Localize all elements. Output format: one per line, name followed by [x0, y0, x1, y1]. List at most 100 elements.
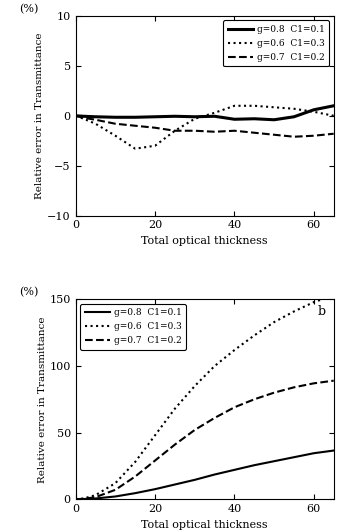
g=0.8  C1=0.1	[153, 486, 157, 492]
g=0.7  C1=0.2	[173, 441, 177, 448]
Y-axis label: Relative error in Transmittance: Relative error in Transmittance	[35, 32, 44, 199]
g=0.8  C1=0.1	[74, 496, 78, 502]
Legend: g=0.8  C1=0.1, g=0.6  C1=0.3, g=0.7  C1=0.2: g=0.8 C1=0.1, g=0.6 C1=0.3, g=0.7 C1=0.2	[80, 304, 186, 350]
g=0.6  C1=0.3	[332, 292, 336, 298]
g=0.7  C1=0.2	[82, 495, 86, 502]
g=0.6  C1=0.3	[133, 145, 137, 152]
g=0.6  C1=0.3	[74, 113, 78, 119]
g=0.6  C1=0.3	[233, 347, 237, 353]
g=0.6  C1=0.3	[173, 127, 177, 134]
g=0.8  C1=0.1	[173, 481, 177, 487]
g=0.6  C1=0.3	[74, 496, 78, 502]
g=0.8  C1=0.1	[94, 114, 98, 120]
g=0.8  C1=0.1	[213, 472, 217, 478]
g=0.6  C1=0.3	[252, 102, 256, 109]
g=0.8  C1=0.1	[233, 467, 237, 473]
g=0.7  C1=0.2	[94, 117, 98, 123]
g=0.8  C1=0.1	[94, 495, 98, 502]
g=0.7  C1=0.2	[292, 384, 296, 390]
g=0.8  C1=0.1	[312, 107, 316, 113]
X-axis label: Total optical thickness: Total optical thickness	[141, 519, 268, 529]
g=0.8  C1=0.1	[82, 496, 86, 502]
g=0.7  C1=0.2	[113, 121, 117, 127]
Line: g=0.8  C1=0.1: g=0.8 C1=0.1	[76, 450, 334, 499]
g=0.7  C1=0.2	[332, 131, 336, 137]
g=0.7  C1=0.2	[233, 127, 237, 134]
g=0.7  C1=0.2	[153, 125, 157, 131]
g=0.7  C1=0.2	[213, 129, 217, 135]
g=0.8  C1=0.1	[113, 493, 117, 500]
g=0.6  C1=0.3	[233, 102, 237, 109]
g=0.6  C1=0.3	[312, 108, 316, 115]
Text: (%): (%)	[19, 287, 38, 297]
g=0.7  C1=0.2	[133, 473, 137, 479]
g=0.8  C1=0.1	[272, 117, 276, 123]
g=0.8  C1=0.1	[252, 116, 256, 122]
g=0.6  C1=0.3	[133, 459, 137, 465]
g=0.7  C1=0.2	[213, 415, 217, 421]
g=0.7  C1=0.2	[272, 132, 276, 138]
g=0.7  C1=0.2	[133, 123, 137, 129]
g=0.8  C1=0.1	[193, 114, 197, 120]
g=0.8  C1=0.1	[133, 490, 137, 496]
Text: a: a	[319, 22, 326, 35]
g=0.8  C1=0.1	[332, 447, 336, 453]
g=0.7  C1=0.2	[94, 494, 98, 500]
g=0.6  C1=0.3	[153, 142, 157, 149]
Line: g=0.6  C1=0.3: g=0.6 C1=0.3	[76, 295, 334, 499]
g=0.6  C1=0.3	[94, 121, 98, 127]
g=0.8  C1=0.1	[213, 113, 217, 119]
g=0.7  C1=0.2	[312, 133, 316, 139]
g=0.8  C1=0.1	[74, 113, 78, 119]
g=0.6  C1=0.3	[272, 319, 276, 326]
g=0.7  C1=0.2	[193, 127, 197, 134]
g=0.8  C1=0.1	[292, 454, 296, 460]
g=0.8  C1=0.1	[272, 458, 276, 465]
g=0.8  C1=0.1	[153, 114, 157, 120]
g=0.7  C1=0.2	[252, 396, 256, 402]
g=0.7  C1=0.2	[332, 378, 336, 384]
g=0.8  C1=0.1	[113, 114, 117, 121]
g=0.7  C1=0.2	[292, 134, 296, 140]
g=0.6  C1=0.3	[292, 309, 296, 315]
g=0.7  C1=0.2	[252, 130, 256, 136]
g=0.8  C1=0.1	[82, 113, 86, 119]
Line: g=0.6  C1=0.3: g=0.6 C1=0.3	[76, 106, 334, 149]
Line: g=0.8  C1=0.1: g=0.8 C1=0.1	[76, 106, 334, 120]
g=0.8  C1=0.1	[233, 116, 237, 123]
g=0.7  C1=0.2	[153, 457, 157, 464]
g=0.7  C1=0.2	[173, 127, 177, 134]
g=0.7  C1=0.2	[113, 486, 117, 493]
g=0.8  C1=0.1	[173, 113, 177, 119]
g=0.6  C1=0.3	[213, 363, 217, 369]
Line: g=0.7  C1=0.2: g=0.7 C1=0.2	[76, 381, 334, 499]
g=0.6  C1=0.3	[113, 133, 117, 139]
X-axis label: Total optical thickness: Total optical thickness	[141, 236, 268, 246]
g=0.7  C1=0.2	[82, 115, 86, 121]
g=0.8  C1=0.1	[292, 114, 296, 120]
Y-axis label: Relative error in Transmittance: Relative error in Transmittance	[37, 316, 47, 483]
Legend: g=0.8  C1=0.1, g=0.6  C1=0.3, g=0.7  C1=0.2: g=0.8 C1=0.1, g=0.6 C1=0.3, g=0.7 C1=0.2	[223, 21, 329, 66]
g=0.6  C1=0.3	[193, 116, 197, 122]
g=0.7  C1=0.2	[193, 427, 197, 433]
g=0.6  C1=0.3	[173, 406, 177, 412]
g=0.8  C1=0.1	[252, 462, 256, 468]
Text: (%): (%)	[19, 4, 38, 14]
g=0.8  C1=0.1	[312, 450, 316, 457]
g=0.6  C1=0.3	[94, 492, 98, 498]
g=0.6  C1=0.3	[272, 104, 276, 110]
g=0.7  C1=0.2	[74, 113, 78, 119]
g=0.6  C1=0.3	[193, 383, 197, 389]
g=0.6  C1=0.3	[312, 299, 316, 305]
g=0.8  C1=0.1	[193, 477, 197, 483]
g=0.6  C1=0.3	[82, 495, 86, 502]
g=0.6  C1=0.3	[292, 106, 296, 112]
g=0.7  C1=0.2	[74, 496, 78, 502]
g=0.6  C1=0.3	[332, 113, 336, 119]
g=0.7  C1=0.2	[312, 380, 316, 387]
g=0.6  C1=0.3	[213, 109, 217, 116]
g=0.6  C1=0.3	[82, 116, 86, 122]
g=0.8  C1=0.1	[133, 114, 137, 121]
g=0.8  C1=0.1	[332, 102, 336, 109]
g=0.6  C1=0.3	[113, 480, 117, 486]
